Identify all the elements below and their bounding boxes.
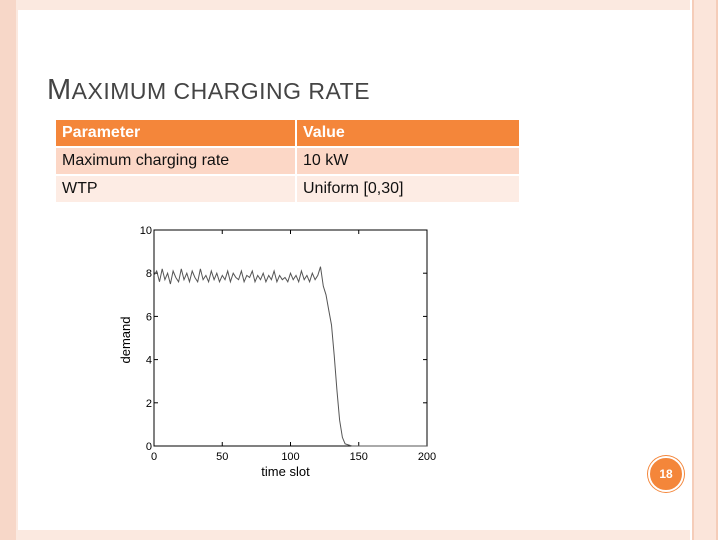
slide-title-initial: M (47, 74, 72, 106)
x-tick-label: 50 (216, 451, 228, 463)
slide-border-top (16, 0, 690, 10)
table-header-row: Parameter Value (56, 120, 519, 146)
table-row: WTP Uniform [0,30] (56, 176, 519, 202)
table-row: Maximum charging rate 10 kW (56, 148, 519, 174)
y-tick-label: 2 (146, 398, 152, 410)
x-tick-label: 150 (350, 451, 368, 463)
x-tick-label: 200 (418, 451, 436, 463)
table-cell-value: Uniform [0,30] (297, 176, 519, 202)
table-cell-value: 10 kW (297, 148, 519, 174)
y-tick-label: 4 (146, 355, 152, 367)
slide-border-right (690, 0, 720, 540)
y-axis-label: demand (118, 317, 133, 364)
table-header-value: Value (297, 120, 519, 146)
y-tick-label: 10 (140, 225, 152, 237)
demand-series-line (153, 266, 427, 447)
series-layer (153, 266, 427, 447)
table-cell-parameter: Maximum charging rate (56, 148, 295, 174)
axis-tick-labels: 0 50 100 150 200 0 2 4 6 8 10 (140, 225, 436, 463)
table-header-parameter: Parameter (56, 120, 295, 146)
plot-frame (153, 229, 428, 447)
x-tick-label: 0 (151, 451, 157, 463)
x-axis-label: time slot (261, 464, 310, 479)
y-tick-label: 0 (146, 441, 152, 453)
demand-chart: 0 50 100 150 200 0 2 4 6 8 10 time slot demand (118, 225, 436, 479)
slide-border-bottom (16, 530, 690, 540)
x-tick-label: 100 (281, 451, 299, 463)
parameter-table: Parameter Value Maximum charging rate 10… (54, 118, 521, 204)
slide-title: MAXIMUM CHARGING RATE (47, 74, 370, 107)
table-cell-parameter: WTP (56, 176, 295, 202)
slide-title-rest: AXIMUM CHARGING RATE (71, 78, 371, 104)
page-number-badge: 18 (648, 456, 684, 492)
slide-border-left (0, 0, 18, 540)
y-tick-label: 8 (146, 268, 152, 280)
y-tick-label: 6 (146, 311, 152, 323)
